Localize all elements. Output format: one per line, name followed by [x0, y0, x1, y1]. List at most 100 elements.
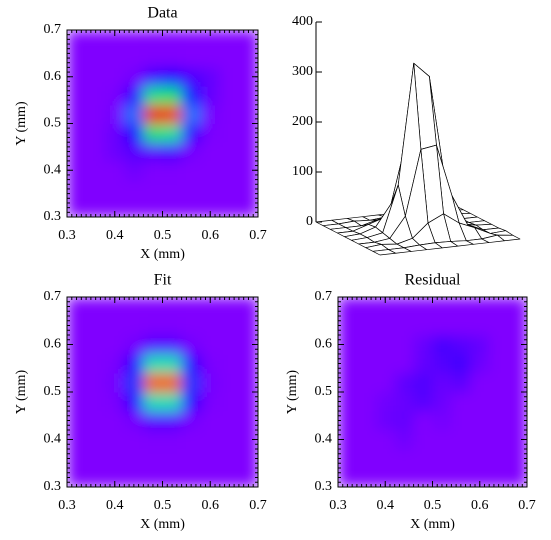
heatmap-cell	[143, 67, 163, 87]
heatmap-cell	[219, 430, 240, 450]
heatmap-cell	[219, 48, 240, 68]
heatmap-cell	[432, 430, 452, 450]
heatmap-cell	[67, 411, 87, 431]
z-tick-label: 400	[292, 14, 313, 29]
heatmap-cell	[356, 316, 377, 336]
heatmap-cell	[489, 373, 509, 393]
heatmap-cell	[413, 411, 433, 431]
heatmap-cell	[508, 411, 527, 431]
heatmap-cell	[162, 335, 183, 355]
heatmap-cell	[124, 104, 144, 124]
heatmap-cell	[219, 392, 240, 412]
heatmap-cell	[200, 354, 221, 374]
heatmap-cell	[124, 411, 144, 431]
heatmap-cell	[394, 354, 415, 374]
heatmap-cell	[124, 198, 144, 217]
heatmap-cell	[200, 104, 221, 124]
heatmap-cell	[162, 30, 183, 50]
heatmap-cell	[451, 316, 471, 336]
heatmap-cell	[200, 160, 221, 181]
heatmap-cell	[67, 392, 87, 412]
heatmap-cell	[451, 373, 471, 393]
heatmap-cell	[470, 411, 490, 431]
heatmap-cell	[219, 411, 240, 431]
heatmap-cell	[86, 104, 106, 124]
heatmap-cell	[143, 411, 163, 431]
heatmap-cell	[413, 373, 433, 393]
heatmap-cell	[200, 297, 221, 317]
x-tick-label: 0.4	[377, 498, 395, 513]
y-tick-label: 0.7	[44, 289, 62, 304]
heatmap-cell	[86, 354, 106, 374]
y-tick-label: 0.4	[44, 432, 62, 447]
heatmap-cell	[86, 316, 106, 336]
heatmap-cell	[394, 449, 415, 469]
heatmap-cell	[181, 392, 202, 412]
y-tick-label: 0.4	[44, 162, 62, 177]
heatmap-cell	[432, 373, 452, 393]
heatmap-cell	[105, 198, 125, 217]
z-tick-label: 0	[306, 214, 313, 229]
heatmap-cell	[219, 354, 240, 374]
heatmap-cell	[219, 86, 240, 106]
y-tick-label: 0.6	[44, 337, 62, 352]
heatmap-cell	[162, 392, 183, 412]
heatmap-cell	[143, 297, 163, 317]
heatmap-cell	[143, 468, 163, 487]
heatmap-cell	[238, 123, 258, 143]
heatmap-cell	[143, 316, 163, 336]
heatmap-cell	[432, 411, 452, 431]
heatmap-cell	[143, 354, 163, 374]
y-tick-label: 0.5	[44, 116, 62, 131]
heatmap-cell	[489, 468, 509, 487]
heatmap-cell	[508, 316, 527, 336]
heatmap-cell	[86, 335, 106, 355]
heatmap-cell	[162, 86, 183, 106]
heatmap-cell	[356, 354, 377, 374]
heatmap-cell	[219, 468, 240, 487]
heatmap-cell	[451, 449, 471, 469]
heatmap-cell	[338, 430, 358, 450]
heatmap-cell	[143, 160, 163, 181]
heatmap-cell	[238, 335, 258, 355]
heatmap-cell	[470, 373, 490, 393]
heatmap-cell	[219, 449, 240, 469]
heatmap-cell	[105, 449, 125, 469]
heatmap-cell	[432, 335, 452, 355]
heatmap-cell	[86, 48, 106, 68]
heatmap-cell	[105, 297, 125, 317]
heatmap-cell	[162, 373, 183, 393]
heatmap-cell	[508, 468, 527, 487]
y-tick-label: 0.3	[315, 479, 333, 494]
heatmap-cell	[394, 373, 415, 393]
heatmap-cell	[181, 411, 202, 431]
heatmap-cell	[413, 392, 433, 412]
heatmap-cell	[181, 198, 202, 217]
y-tick-label: 0.5	[44, 384, 62, 399]
heatmap-cell	[162, 104, 183, 124]
heatmap-cell	[124, 86, 144, 106]
heatmap-cell	[470, 335, 490, 355]
heatmap-cell	[394, 316, 415, 336]
heatmap-cell	[105, 354, 125, 374]
heatmap-cell	[451, 354, 471, 374]
heatmap-cell	[451, 430, 471, 450]
heatmap-cell	[238, 86, 258, 106]
heatmap-image	[67, 30, 258, 217]
heatmap-cell	[375, 297, 396, 317]
heatmap-cell	[67, 30, 87, 50]
heatmap-cell	[124, 392, 144, 412]
heatmap-cell	[181, 104, 202, 124]
z-tick-label: 200	[292, 114, 313, 129]
heatmap-cell	[105, 160, 125, 181]
heatmap-cell	[338, 411, 358, 431]
heatmap-cell	[200, 142, 221, 162]
panel-title: Data	[147, 5, 177, 22]
heatmap-cell	[356, 297, 377, 317]
heatmap-cell	[162, 468, 183, 487]
heatmap	[338, 297, 527, 487]
heatmap-cell	[508, 297, 527, 317]
y-tick-label: 0.6	[315, 337, 333, 352]
x-tick-label: 0.6	[202, 228, 220, 243]
